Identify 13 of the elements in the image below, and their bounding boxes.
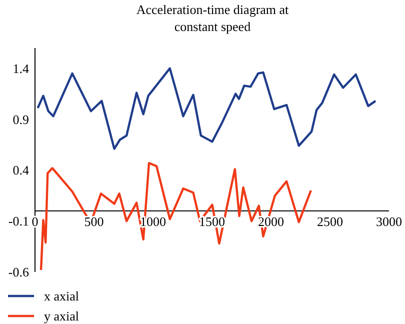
legend-label: y axial [44,308,80,324]
line-series [36,67,377,150]
x-tick-label: 500 [84,214,104,229]
y-tick-label: 0.9 [12,112,29,127]
y-tick-label: -0.1 [8,214,29,229]
x-tick-label: 3000 [376,214,402,229]
y-tick-label: 0.4 [12,162,30,178]
chart-title: Acceleration-time diagram at constant speed [136,2,290,34]
y-tick-label: 1.4 [12,60,30,76]
x-tick-label: 2500 [317,214,343,229]
line-series [40,162,312,272]
y-tick-label: -0.6 [8,264,30,280]
legend-label: x axial [44,288,80,304]
